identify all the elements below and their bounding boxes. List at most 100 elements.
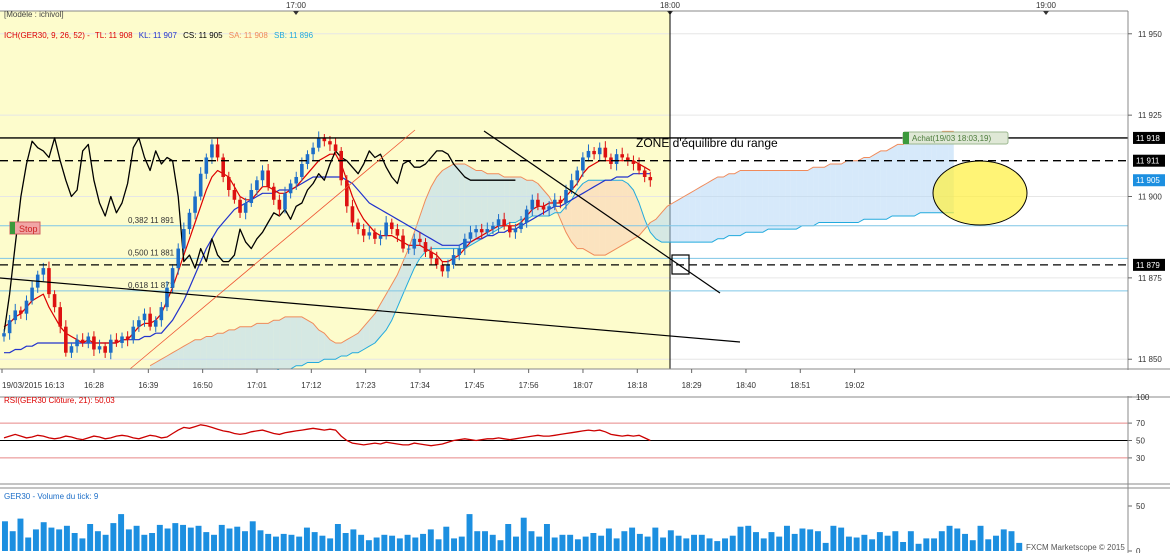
- volume-bar: [737, 526, 744, 551]
- candle-body: [249, 190, 254, 204]
- candle: [137, 316, 141, 332]
- candle-body: [238, 199, 242, 213]
- cloud-segment: [678, 196, 685, 243]
- x-tick-label: 16:50: [193, 381, 214, 390]
- candle: [2, 329, 6, 342]
- cloud-segment: [217, 333, 224, 383]
- candle-body: [479, 229, 484, 233]
- candle-body: [423, 242, 428, 252]
- legend-tl: TL: 11 908: [95, 31, 133, 40]
- candle-body: [581, 157, 585, 171]
- volume-bar: [559, 534, 566, 551]
- candle-body: [395, 229, 400, 236]
- volume-bar: [435, 539, 442, 551]
- volume-bar: [79, 538, 86, 551]
- candle-body: [457, 248, 462, 256]
- cloud-segment: [296, 316, 302, 366]
- candle: [485, 222, 490, 237]
- candle: [434, 251, 439, 269]
- y-axis-label: 11 850: [1138, 355, 1162, 364]
- cloud-segment: [869, 154, 876, 220]
- candle-body: [642, 170, 647, 177]
- candle: [429, 246, 433, 265]
- cloud-segment: [256, 323, 263, 376]
- cloud-segment: [397, 261, 404, 308]
- candle: [193, 191, 197, 220]
- volume-bar: [706, 538, 713, 551]
- cloud-segment: [858, 157, 864, 223]
- candle: [75, 334, 79, 353]
- candle-body: [485, 229, 490, 233]
- candle: [378, 230, 383, 246]
- volume-bar: [497, 540, 504, 551]
- candle: [609, 153, 613, 170]
- cloud-segment: [582, 180, 589, 252]
- fib-label: 0,618 11 871: [128, 281, 175, 290]
- candle: [451, 248, 456, 269]
- x-tick-label: 18:40: [736, 381, 757, 390]
- volume-bar: [954, 528, 961, 551]
- candle: [187, 208, 192, 235]
- candle: [204, 153, 209, 179]
- cloud-segment: [639, 203, 645, 236]
- volume-bar: [869, 539, 876, 551]
- trend-line-thin: [129, 129, 416, 370]
- volume-bar: [296, 536, 303, 551]
- candle: [227, 171, 231, 197]
- volume-bar: [853, 537, 860, 551]
- cloud-segment: [785, 170, 791, 230]
- candle-body: [2, 333, 6, 337]
- volume-bar: [466, 514, 473, 551]
- volume-bar: [714, 541, 721, 551]
- volume-bar: [783, 525, 790, 551]
- candle: [530, 194, 535, 217]
- candle-body: [182, 229, 186, 249]
- candle-body: [210, 144, 214, 158]
- cloud-segment: [521, 176, 527, 220]
- candle: [586, 144, 591, 162]
- cloud-segment: [830, 163, 836, 223]
- volume-bar: [412, 537, 419, 551]
- candle: [648, 171, 653, 187]
- candle-body: [13, 310, 18, 321]
- volume-bar: [969, 540, 976, 551]
- candle: [19, 306, 23, 319]
- candle: [356, 218, 360, 235]
- candle-body: [165, 287, 169, 308]
- candle-body: [463, 238, 467, 249]
- candle: [508, 221, 512, 238]
- volume-bar: [729, 535, 736, 551]
- cloud-segment: [622, 180, 628, 246]
- cloud-segment: [903, 141, 909, 217]
- volume-bar: [629, 527, 636, 551]
- rsi-y-label: 30: [1136, 454, 1145, 463]
- cloud-segment: [240, 326, 246, 379]
- candle-body: [406, 248, 411, 250]
- cloud-segment: [920, 137, 926, 213]
- y-axis-label: 11 900: [1138, 193, 1162, 202]
- candle: [41, 262, 46, 282]
- senkou-a-line: [149, 130, 954, 367]
- volume-bar: [938, 531, 945, 551]
- volume-bar: [87, 524, 94, 551]
- cloud-segment: [723, 173, 729, 239]
- top-time-label: 17:00: [286, 1, 307, 10]
- candle: [260, 165, 265, 187]
- volume-bar: [40, 522, 47, 551]
- volume-bar: [172, 523, 179, 551]
- volume-bar: [249, 521, 256, 551]
- candle: [316, 131, 321, 152]
- volume-bar: [373, 537, 380, 551]
- volume-bar: [907, 531, 914, 551]
- volume-bar: [226, 528, 233, 551]
- candle: [581, 152, 585, 177]
- session-highlight: [0, 11, 670, 369]
- cloud-segment: [706, 180, 713, 243]
- cloud-segment: [234, 326, 241, 379]
- candle: [361, 223, 366, 243]
- volume-bar: [458, 536, 465, 551]
- volume-bar: [56, 529, 63, 551]
- candle: [120, 332, 124, 349]
- volume-bar: [892, 531, 899, 551]
